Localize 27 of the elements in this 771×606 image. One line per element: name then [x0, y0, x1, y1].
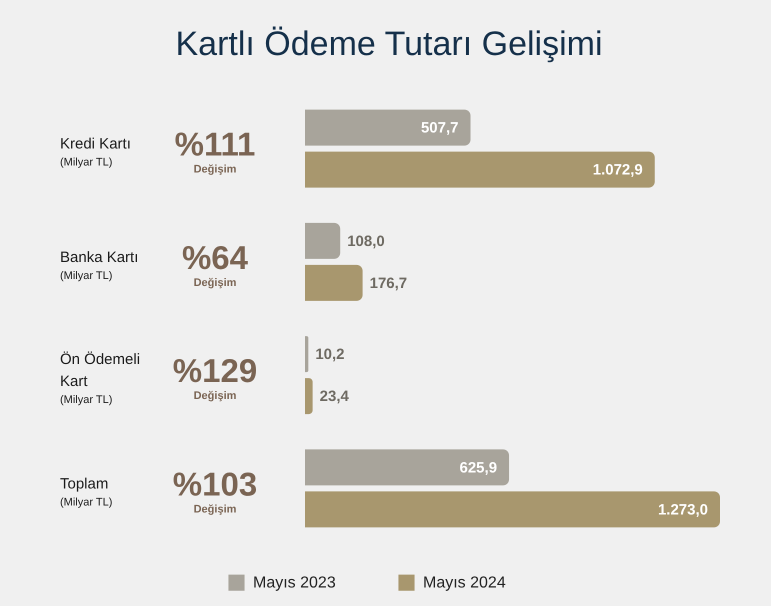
y-tick-label: Toplam (Milyar TL): [60, 475, 112, 508]
bar: [305, 152, 655, 188]
bar: [305, 264, 363, 301]
text: %103 Değişim: [172, 465, 258, 516]
data-label: 23,4: [320, 388, 350, 406]
data-label: 108,0: [347, 232, 385, 250]
text: %111 Değişim: [174, 126, 256, 176]
legend-label: Mayıs 2024: [423, 574, 506, 592]
text: %64 Değişim: [182, 238, 249, 289]
data-label: 1.273,0: [658, 501, 708, 518]
data-label: 10,2: [315, 346, 345, 364]
bar: [305, 336, 308, 372]
y-tick-label: Ön Ödemeli Kart (Milyar TL): [60, 351, 140, 406]
bar: [305, 378, 313, 414]
data-label: 1.072,9: [592, 162, 643, 179]
data-label: 625,9: [459, 459, 498, 476]
text: %129 Değişim: [172, 352, 258, 402]
chart-title: Kartlı Ödeme Tutarı Gelişimi: [175, 25, 603, 63]
bar: [305, 449, 510, 486]
y-tick-label: Kredi Kartı (Milyar TL): [60, 136, 131, 169]
bar: [305, 110, 471, 146]
bar: [305, 222, 340, 259]
data-label: 176,7: [370, 274, 408, 292]
data-label: 507,7: [420, 120, 459, 137]
y-tick-label: Banka Kartı (Milyar TL): [60, 248, 138, 282]
legend-label: Mayıs 2023: [253, 574, 336, 592]
bar: [305, 491, 720, 528]
